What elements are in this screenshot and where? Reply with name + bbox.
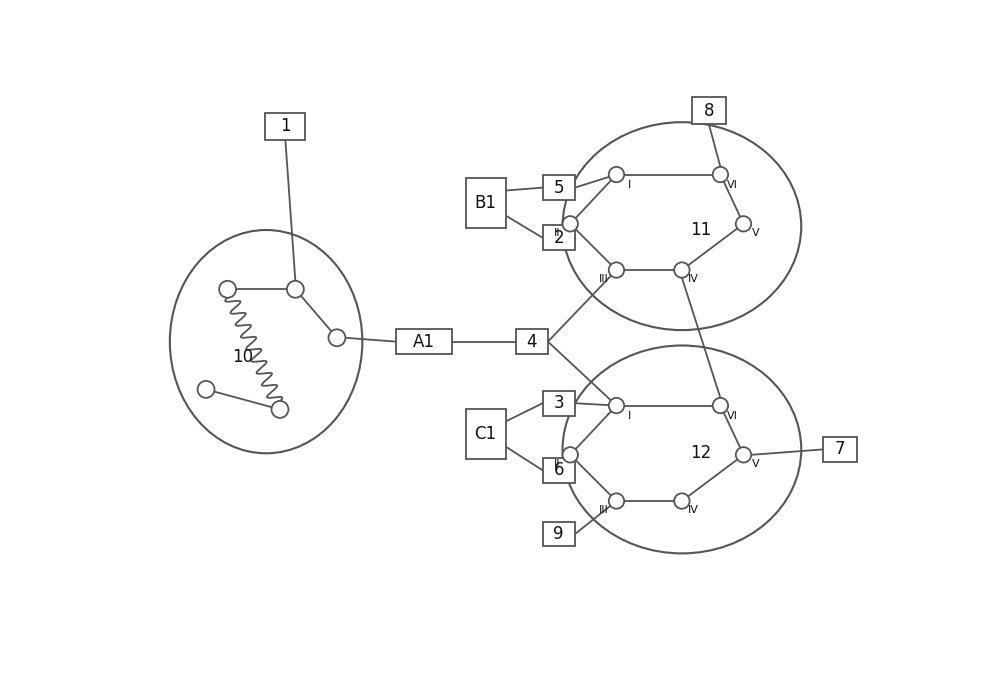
FancyBboxPatch shape xyxy=(543,225,575,250)
FancyBboxPatch shape xyxy=(543,176,575,200)
Text: VI: VI xyxy=(727,411,737,422)
FancyBboxPatch shape xyxy=(543,522,575,547)
FancyBboxPatch shape xyxy=(466,178,506,228)
Text: 2: 2 xyxy=(553,229,564,247)
Text: 4: 4 xyxy=(527,332,537,350)
Text: IV: IV xyxy=(688,274,699,284)
Circle shape xyxy=(219,281,236,298)
Text: 12: 12 xyxy=(691,444,712,462)
Ellipse shape xyxy=(170,230,362,453)
Text: 8: 8 xyxy=(704,102,714,120)
FancyBboxPatch shape xyxy=(823,437,857,462)
Text: 7: 7 xyxy=(835,440,845,458)
Circle shape xyxy=(609,398,624,413)
FancyBboxPatch shape xyxy=(396,330,452,354)
FancyBboxPatch shape xyxy=(692,97,726,124)
Circle shape xyxy=(563,216,578,231)
Text: V: V xyxy=(752,459,760,469)
Circle shape xyxy=(736,447,751,462)
Circle shape xyxy=(609,167,624,182)
Text: 9: 9 xyxy=(553,525,564,543)
Text: III: III xyxy=(598,274,608,284)
FancyBboxPatch shape xyxy=(516,330,548,354)
Circle shape xyxy=(271,401,288,418)
Text: B1: B1 xyxy=(475,194,497,212)
Circle shape xyxy=(287,281,304,298)
Circle shape xyxy=(713,167,728,182)
Text: C1: C1 xyxy=(474,425,497,443)
Circle shape xyxy=(198,381,215,398)
Circle shape xyxy=(609,263,624,278)
Text: II: II xyxy=(554,228,560,238)
Text: III: III xyxy=(598,505,608,515)
FancyBboxPatch shape xyxy=(265,113,305,140)
FancyBboxPatch shape xyxy=(543,458,575,482)
Circle shape xyxy=(674,493,690,509)
Text: 3: 3 xyxy=(553,395,564,413)
Ellipse shape xyxy=(563,122,801,330)
Text: 6: 6 xyxy=(553,461,564,480)
Text: VI: VI xyxy=(727,180,737,190)
Circle shape xyxy=(713,398,728,413)
FancyBboxPatch shape xyxy=(543,391,575,415)
Circle shape xyxy=(563,447,578,462)
Text: 10: 10 xyxy=(232,348,254,366)
Circle shape xyxy=(609,493,624,509)
Circle shape xyxy=(328,330,345,346)
Text: I: I xyxy=(628,180,631,190)
FancyBboxPatch shape xyxy=(466,409,506,459)
Text: II: II xyxy=(554,459,560,469)
Circle shape xyxy=(674,263,690,278)
Text: I: I xyxy=(628,411,631,422)
Text: 11: 11 xyxy=(691,221,712,239)
Text: A1: A1 xyxy=(413,332,435,350)
Ellipse shape xyxy=(563,346,801,553)
Text: 5: 5 xyxy=(553,179,564,197)
Text: V: V xyxy=(752,228,760,238)
Text: IV: IV xyxy=(688,505,699,515)
Text: 1: 1 xyxy=(280,117,291,135)
Circle shape xyxy=(736,216,751,231)
